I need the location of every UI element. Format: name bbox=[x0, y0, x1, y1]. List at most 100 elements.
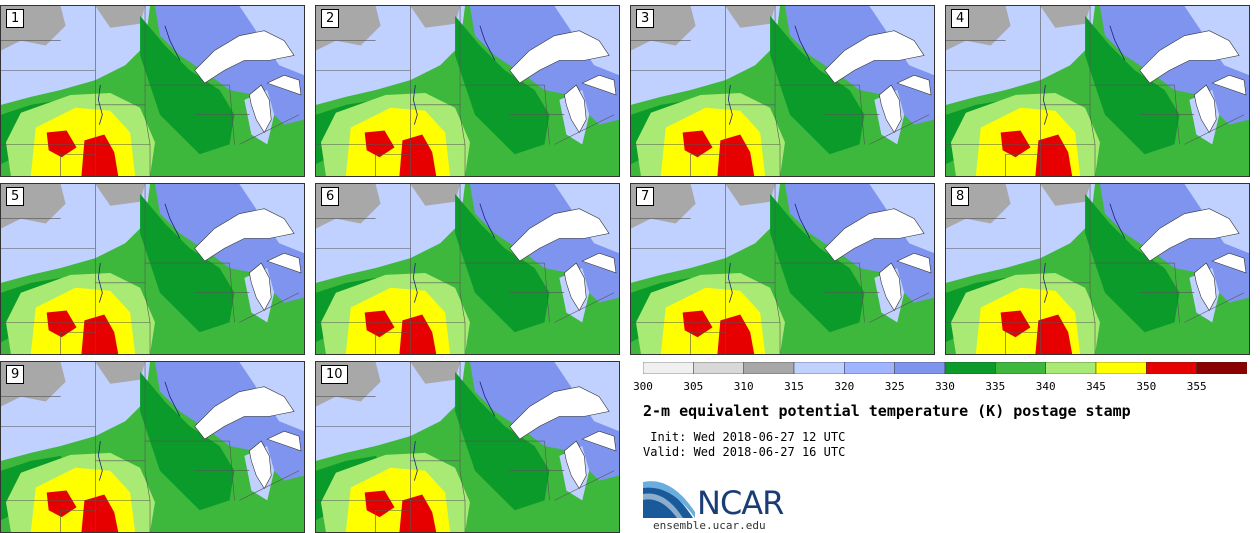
panel-number: 4 bbox=[951, 9, 970, 28]
lake-michigan bbox=[249, 84, 272, 134]
river bbox=[412, 441, 418, 481]
river bbox=[412, 263, 418, 303]
stamp-panel-4: 4 bbox=[945, 5, 1250, 177]
cold-region bbox=[95, 362, 146, 384]
cold-region bbox=[725, 6, 776, 28]
stamp-panel-9: 9 bbox=[0, 361, 305, 533]
lake-huron bbox=[1211, 252, 1247, 274]
colorbar-tick-label: 300 bbox=[633, 380, 653, 393]
map-image bbox=[631, 6, 934, 176]
cold-region bbox=[410, 184, 461, 206]
state-border bbox=[60, 331, 96, 354]
hottest-region bbox=[682, 310, 713, 338]
river bbox=[479, 381, 496, 417]
stamp-panel-6: 6 bbox=[315, 183, 620, 355]
state-border bbox=[1174, 263, 1180, 323]
colorbar-segment bbox=[944, 362, 996, 374]
cold-region bbox=[410, 6, 461, 28]
stamp-panel-3: 3 bbox=[630, 5, 935, 177]
colorbar-segment bbox=[1196, 362, 1247, 374]
lake-superior bbox=[194, 386, 295, 440]
hottest-region bbox=[399, 494, 437, 532]
colorbar-segment bbox=[693, 362, 744, 374]
hottest-region bbox=[717, 134, 755, 176]
lake-michigan bbox=[879, 84, 902, 134]
state-border bbox=[144, 362, 151, 532]
river bbox=[97, 85, 103, 125]
stamp-panel-1: 1 bbox=[0, 5, 305, 177]
colorbar-segment bbox=[643, 362, 694, 374]
colorbar-segment bbox=[793, 362, 845, 374]
lake-superior bbox=[509, 208, 610, 262]
river bbox=[479, 203, 496, 239]
state-border bbox=[554, 292, 615, 323]
lake-huron bbox=[266, 430, 302, 452]
colorbar-tick-label: 335 bbox=[985, 380, 1006, 393]
colorbar-tick-label: 350 bbox=[1136, 380, 1157, 393]
colorbar-tick-label: 345 bbox=[1086, 380, 1106, 393]
lake-huron bbox=[896, 252, 932, 274]
state-border bbox=[239, 470, 300, 501]
state-border bbox=[375, 509, 411, 532]
river bbox=[1109, 25, 1126, 61]
map-image bbox=[1, 362, 304, 532]
state-border bbox=[690, 331, 726, 354]
state-border bbox=[554, 470, 615, 501]
cold-region bbox=[410, 362, 461, 384]
state-border bbox=[375, 331, 411, 354]
state-border bbox=[459, 362, 466, 532]
lake-michigan bbox=[1194, 262, 1217, 312]
panel-number: 6 bbox=[321, 187, 340, 206]
chart-title: 2-m equivalent potential temperature (K)… bbox=[643, 402, 1131, 420]
lake-superior bbox=[1139, 30, 1240, 84]
state-border bbox=[690, 153, 726, 176]
panel-number: 2 bbox=[321, 9, 340, 28]
state-border bbox=[544, 263, 550, 323]
map-image bbox=[316, 184, 619, 354]
lake-huron bbox=[266, 252, 302, 274]
lake-michigan bbox=[564, 84, 587, 134]
colorbar-tick-label: 320 bbox=[834, 380, 855, 393]
lake-superior bbox=[194, 208, 295, 262]
hottest-region bbox=[81, 494, 119, 532]
map-image bbox=[1, 184, 304, 354]
map-image bbox=[946, 6, 1249, 176]
lake-huron bbox=[266, 74, 302, 96]
hottest-region bbox=[1035, 314, 1073, 354]
hottest-region bbox=[1000, 310, 1031, 338]
init-time: Init: Wed 2018-06-27 12 UTC bbox=[643, 430, 846, 444]
river bbox=[727, 85, 733, 125]
colorbar-tick-label: 310 bbox=[733, 380, 754, 393]
river bbox=[1042, 263, 1048, 303]
panel-number: 9 bbox=[6, 365, 25, 384]
hottest-region bbox=[364, 310, 395, 338]
river bbox=[97, 441, 103, 481]
cold-region bbox=[1040, 6, 1091, 28]
hottest-region bbox=[682, 130, 713, 158]
map-image bbox=[1, 6, 304, 176]
colorbar-segment bbox=[1045, 362, 1097, 374]
stamp-panel-10: 10 bbox=[315, 361, 620, 533]
hottest-region bbox=[46, 310, 77, 338]
panel-number: 10 bbox=[321, 365, 348, 384]
state-border bbox=[1174, 85, 1180, 145]
cold-region bbox=[725, 184, 776, 206]
stamp-panel-7: 7 bbox=[630, 183, 935, 355]
lake-huron bbox=[581, 74, 617, 96]
ncar-logo-icon bbox=[643, 478, 695, 518]
state-border bbox=[60, 509, 96, 532]
colorbar-tick-label: 315 bbox=[784, 380, 804, 393]
river bbox=[97, 263, 103, 303]
hottest-region bbox=[717, 314, 755, 354]
colorbar-tick-label: 340 bbox=[1035, 380, 1056, 393]
hottest-region bbox=[81, 314, 119, 354]
lake-huron bbox=[896, 74, 932, 96]
colorbar-segment bbox=[995, 362, 1046, 374]
hottest-region bbox=[399, 134, 437, 176]
state-border bbox=[459, 184, 466, 354]
state-border bbox=[229, 263, 235, 323]
river bbox=[164, 381, 181, 417]
state-border bbox=[229, 85, 235, 145]
panel-number: 5 bbox=[6, 187, 25, 206]
state-border bbox=[1089, 6, 1096, 176]
